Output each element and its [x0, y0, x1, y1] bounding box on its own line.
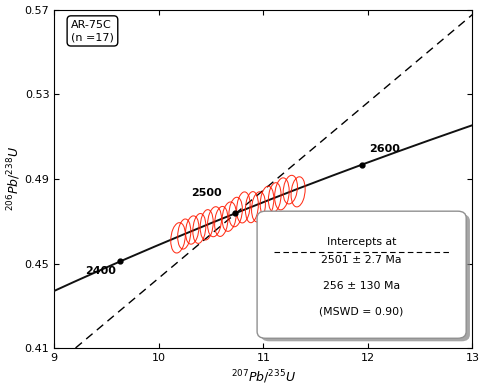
Text: 256 ± 130 Ma: 256 ± 130 Ma: [322, 281, 399, 290]
Text: (MSWD = 0.90): (MSWD = 0.90): [319, 306, 403, 316]
Text: 2501 ± 2.7 Ma: 2501 ± 2.7 Ma: [321, 255, 401, 265]
FancyBboxPatch shape: [260, 214, 469, 341]
Text: AR-75C
(n =17): AR-75C (n =17): [71, 20, 114, 42]
Text: 2500: 2500: [191, 189, 221, 198]
Text: 2400: 2400: [85, 266, 116, 276]
Text: 2600: 2600: [369, 144, 399, 154]
FancyBboxPatch shape: [257, 211, 465, 338]
Text: Intercepts at: Intercepts at: [326, 237, 395, 247]
X-axis label: $\mathit{^{207}Pb/^{235}U}$: $\mathit{^{207}Pb/^{235}U}$: [230, 369, 295, 387]
Y-axis label: $\mathit{^{206}Pb/^{238}U}$: $\mathit{^{206}Pb/^{238}U}$: [5, 147, 23, 211]
